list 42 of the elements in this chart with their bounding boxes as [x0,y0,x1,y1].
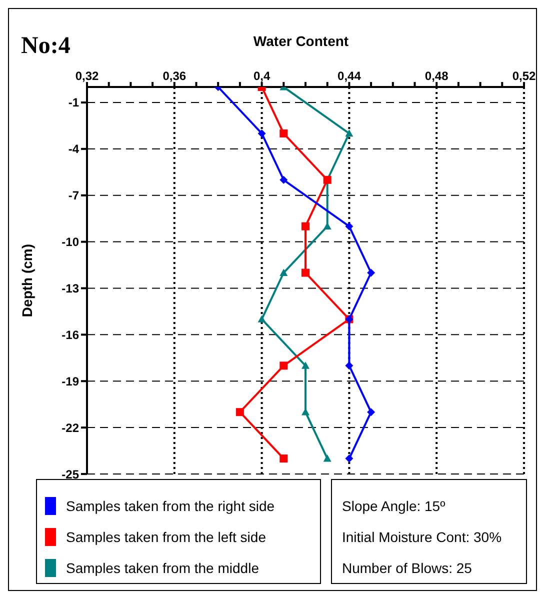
x-tick-label: 0,44 [338,69,362,83]
text: Slope Angle: 15º [342,496,446,516]
y-tick-label: -25 [62,467,80,482]
point [280,268,288,276]
point [236,408,244,416]
point [367,408,376,416]
legend-label: Samples taken from the left side [65,528,267,547]
y-tick-label: -1 [68,96,80,110]
y-tick-label: -10 [62,235,80,250]
y-axis-title: Depth (cm) [18,244,35,318]
chart-title: No:4 [21,33,70,60]
point [302,268,310,277]
text: Initial Moisture Cont: 30% [342,528,503,546]
x-tick-label: 0,36 [162,69,186,83]
y-tick-label: -7 [68,188,80,203]
point [345,362,354,370]
y-tick-label: -4 [68,142,80,156]
point [345,222,354,230]
point [280,129,288,138]
x-tick-label: 0,32 [75,69,99,83]
y-tick-label: -16 [62,328,80,342]
legend-label: Samples taken from the middle [65,558,260,578]
x-tick-label: 0,4 [253,69,270,83]
point [280,362,288,370]
x-tick-label: 0,52 [512,69,536,83]
x-axis-title: Water Content [252,33,350,49]
point [280,454,288,463]
text: Number of Blows: 25 [342,558,473,578]
x-tick-label: 0,48 [424,69,449,83]
point [258,315,266,322]
point [345,129,354,137]
point [302,362,310,369]
legend-label: Samples taken from the right side [65,496,276,516]
y-tick-label: -19 [62,374,80,388]
point [302,222,310,230]
point [258,129,266,138]
y-tick-label: -22 [62,420,80,435]
point [323,454,332,462]
point [367,268,376,277]
point [345,454,354,463]
point [280,176,288,184]
y-tick-label: -13 [62,282,80,296]
